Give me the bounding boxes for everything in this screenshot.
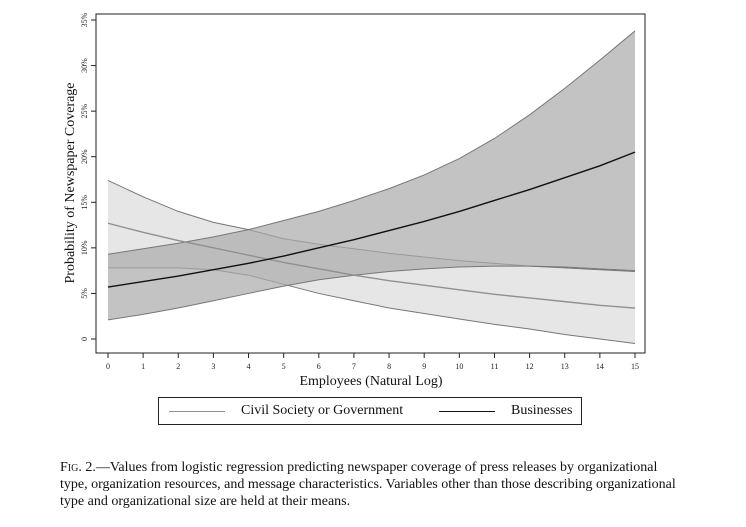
legend-swatch-civil-society	[169, 410, 225, 412]
figure-label: Fig. 2.	[60, 460, 96, 475]
y-tick-label: 25%	[80, 103, 89, 118]
x-tick-label: 2	[176, 362, 180, 371]
x-tick-label: 0	[106, 362, 110, 371]
y-axis-title: Probability of Newspaper Coverage	[63, 83, 78, 284]
y-tick-label: 0	[80, 337, 89, 341]
caption-text: —Values from logistic regression predict…	[60, 460, 676, 509]
figure-caption: Fig. 2.—Values from logistic regression …	[60, 459, 680, 510]
x-tick-label: 9	[422, 362, 426, 371]
band-businesses	[108, 30, 635, 320]
x-tick-label: 14	[596, 362, 604, 371]
x-tick-label: 11	[491, 362, 499, 371]
y-tick-label: 30%	[80, 58, 89, 73]
y-tick-label: 10%	[80, 240, 89, 255]
y-tick-label: 20%	[80, 149, 89, 164]
y-tick-label: 35%	[80, 12, 89, 27]
x-axis-title: Employees (Natural Log)	[299, 374, 442, 389]
x-tick-label: 15	[631, 362, 639, 371]
x-tick-label: 10	[455, 362, 463, 371]
y-tick-label: 15%	[80, 195, 89, 210]
x-tick-label: 5	[282, 362, 286, 371]
y-tick-label: 5%	[80, 288, 89, 299]
confidence-bands	[107, 30, 636, 345]
series-line-civil-society-or-government	[107, 222, 636, 309]
x-axis: 0 1 2 3 4 5 6 7 8 9 10 11 12 13 14 15	[106, 353, 639, 371]
x-tick-label: 7	[352, 362, 356, 371]
x-tick-label: 4	[247, 362, 251, 371]
legend-item-civil-society: Civil Society or Government	[169, 398, 403, 424]
series-line-businesses	[107, 151, 636, 288]
band-lower-edge-businesses	[107, 265, 636, 321]
band-upper-edge-businesses	[107, 30, 636, 255]
y-axis: 0 5% 10% 15% 20% 25% 30% 35%	[80, 12, 96, 341]
x-tick-label: 8	[387, 362, 391, 371]
x-tick-label: 1	[141, 362, 145, 371]
legend-label-civil-society: Civil Society or Government	[241, 403, 404, 418]
legend-item-businesses: Businesses	[439, 398, 572, 424]
series-lines	[107, 151, 636, 309]
legend-label-businesses: Businesses	[511, 403, 573, 418]
x-tick-label: 12	[526, 362, 534, 371]
x-tick-label: 3	[211, 362, 215, 371]
x-tick-label: 13	[561, 362, 569, 371]
x-tick-label: 6	[317, 362, 321, 371]
plot-frame	[95, 13, 646, 354]
legend-swatch-businesses	[439, 410, 495, 412]
legend: Civil Society or Government Businesses	[158, 397, 582, 425]
